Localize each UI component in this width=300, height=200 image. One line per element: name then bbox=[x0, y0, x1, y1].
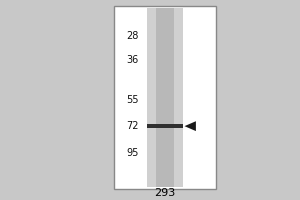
Text: 55: 55 bbox=[126, 95, 139, 105]
Text: 72: 72 bbox=[126, 121, 139, 131]
FancyBboxPatch shape bbox=[114, 6, 216, 189]
Text: 28: 28 bbox=[126, 31, 138, 41]
FancyBboxPatch shape bbox=[156, 8, 174, 187]
FancyBboxPatch shape bbox=[147, 8, 183, 187]
Text: 293: 293 bbox=[154, 188, 176, 198]
FancyBboxPatch shape bbox=[147, 124, 183, 128]
Text: 95: 95 bbox=[126, 148, 138, 158]
Text: 36: 36 bbox=[126, 55, 138, 65]
Polygon shape bbox=[184, 121, 196, 131]
